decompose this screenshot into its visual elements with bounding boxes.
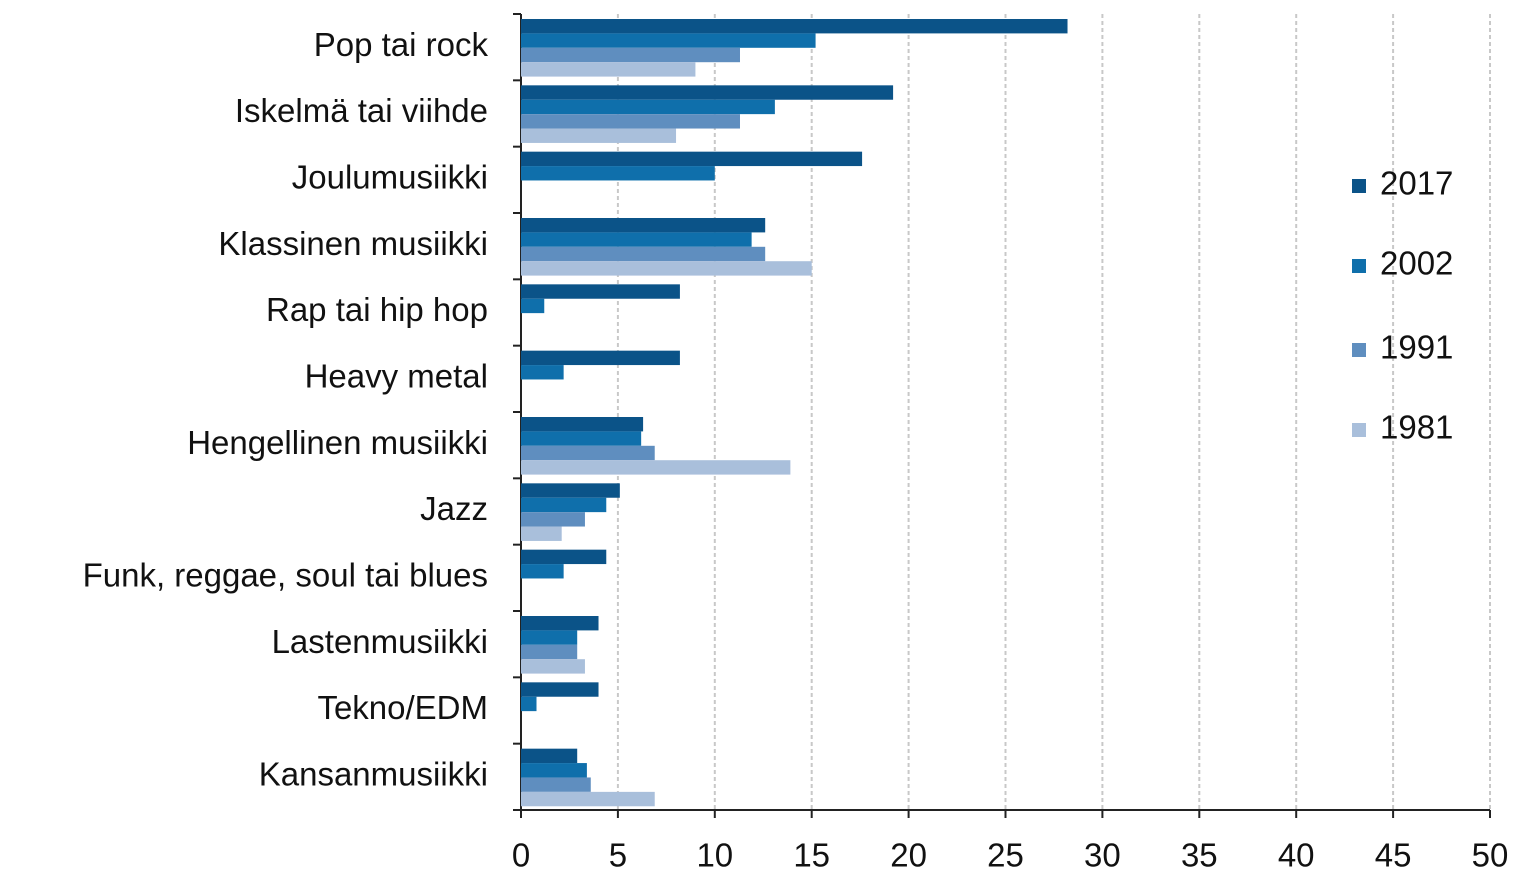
- bar: [521, 417, 644, 432]
- legend-swatch: [1352, 423, 1366, 437]
- x-tick-label: 30: [1084, 837, 1121, 874]
- bar: [521, 114, 740, 129]
- bar: [521, 483, 620, 498]
- x-tick-label: 0: [512, 837, 530, 874]
- x-tick-label: 20: [890, 837, 927, 874]
- bar: [521, 682, 599, 697]
- bar: [521, 445, 655, 461]
- bar: [521, 62, 696, 77]
- y-tick-label: Funk, reggae, soul tai blues: [83, 557, 488, 594]
- bar: [521, 497, 607, 513]
- legend-swatch: [1352, 343, 1366, 357]
- bar: [521, 350, 680, 366]
- legend-label: 1991: [1380, 329, 1453, 366]
- bar: [521, 616, 599, 631]
- bar: [521, 431, 642, 446]
- y-tick-label: Pop tai rock: [314, 26, 489, 63]
- x-tick-label: 15: [793, 837, 830, 874]
- x-tick-label: 10: [696, 837, 733, 874]
- bar: [521, 19, 1068, 34]
- bar: [521, 460, 791, 475]
- x-tick-label: 40: [1278, 837, 1315, 874]
- bar: [521, 246, 766, 262]
- y-tick-label: Tekno/EDM: [317, 689, 488, 726]
- bar: [521, 644, 578, 660]
- bar: [521, 151, 863, 167]
- bar: [521, 526, 562, 541]
- x-tick-label: 5: [609, 837, 627, 874]
- bar: [521, 564, 564, 579]
- bar: [521, 47, 740, 63]
- bar: [521, 218, 766, 233]
- legend-label: 2002: [1380, 245, 1453, 282]
- x-tick-label: 45: [1375, 837, 1412, 874]
- x-tick-label: 50: [1472, 837, 1509, 874]
- y-tick-label: Iskelmä tai viihde: [235, 92, 488, 129]
- bar: [521, 99, 775, 115]
- y-tick-label: Klassinen musiikki: [218, 225, 488, 262]
- bar: [521, 128, 677, 143]
- bar: [521, 261, 812, 276]
- bar: [521, 791, 655, 807]
- legend-swatch: [1352, 259, 1366, 273]
- bar: [521, 284, 680, 299]
- y-tick-label: Heavy metal: [305, 358, 488, 395]
- y-tick-label: Jazz: [420, 490, 488, 527]
- bar: [521, 166, 715, 181]
- bar: [521, 549, 607, 565]
- bar: [521, 232, 752, 247]
- y-tick-label: Kansanmusiikki: [259, 756, 488, 793]
- bar: [521, 33, 816, 48]
- bar: [521, 512, 585, 527]
- bar: [521, 696, 537, 712]
- bar: [521, 85, 894, 100]
- y-tick-label: Hengellinen musiikki: [187, 424, 488, 461]
- y-tick-label: Lastenmusiikki: [272, 623, 488, 660]
- x-tick-label: 25: [987, 837, 1024, 874]
- bar: [521, 777, 591, 792]
- y-tick-label: Rap tai hip hop: [266, 291, 488, 328]
- bar: [521, 763, 587, 778]
- x-tick-label: 35: [1181, 837, 1218, 874]
- bar: [521, 298, 545, 314]
- bar: [521, 659, 585, 674]
- bar: [521, 630, 578, 645]
- bar: [521, 365, 564, 380]
- legend-swatch: [1352, 179, 1366, 193]
- legend-label: 2017: [1380, 165, 1453, 202]
- y-tick-label: Joulumusiikki: [292, 159, 488, 196]
- legend-label: 1981: [1380, 409, 1453, 446]
- bar: [521, 748, 578, 764]
